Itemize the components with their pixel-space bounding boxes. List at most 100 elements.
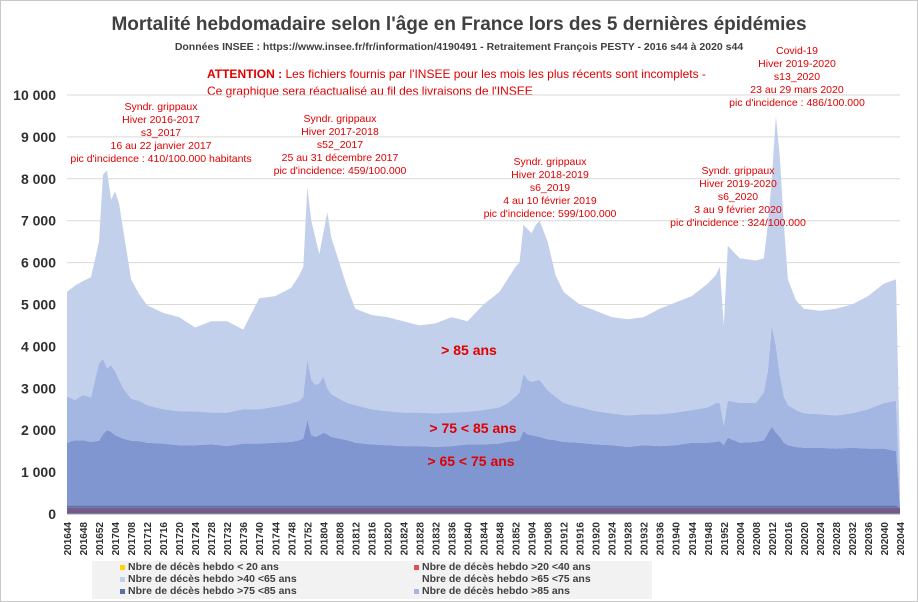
x-tick-label: 201736 — [239, 522, 250, 556]
legend-item-75-85: Nbre de décès hebdo >75 <85 ans — [128, 585, 297, 597]
y-tick-label: 2 000 — [21, 422, 56, 438]
x-tick-label: 201836 — [448, 522, 459, 556]
annotation-covid-2019-2020: Hiver 2019-2020 — [758, 58, 836, 70]
legend-item-lt20: Nbre de décès hebdo < 20 ans — [128, 561, 279, 573]
band-label-gt85: > 85 ans — [441, 342, 497, 358]
x-tick-label: 202024 — [816, 522, 827, 556]
series-area-75-85 — [67, 325, 900, 508]
y-tick-label: 8 000 — [21, 171, 56, 187]
x-tick-label: 201916 — [576, 522, 587, 556]
annotation-flu-2016-2017: s3_2017 — [141, 127, 181, 139]
legend-item-20-40: Nbre de décès hebdo >20 <40 ans — [422, 561, 591, 573]
annotation-covid-2019-2020: pic d'incidence : 486/100.000 — [729, 97, 865, 109]
x-tick-label: 201824 — [399, 522, 410, 556]
chart-subtitle: Données INSEE : https://www.insee.fr/fr/… — [174, 41, 744, 53]
x-tick-label: 201844 — [480, 522, 491, 556]
warning-label: ATTENTION : — [207, 67, 283, 81]
band-label-65-75: > 65 < 75 ans — [427, 453, 514, 469]
x-tick-label: 202028 — [832, 522, 843, 556]
y-tick-label: 9 000 — [21, 129, 56, 145]
annotation-flu-2018-2019: s6_2019 — [530, 182, 570, 194]
x-tick-label: 201832 — [431, 522, 442, 556]
annotation-flu-2016-2017: Hiver 2016-2017 — [122, 114, 200, 126]
y-tick-label: 4 000 — [21, 338, 56, 354]
x-tick-label: 201828 — [415, 522, 426, 556]
x-tick-label: 201752 — [303, 522, 314, 556]
x-tick-label: 201708 — [127, 522, 138, 556]
x-tick-label: 202016 — [784, 522, 795, 556]
legend-swatch-lt20 — [120, 565, 125, 570]
x-tick-label: 201724 — [191, 522, 202, 556]
y-tick-label: 10 000 — [13, 87, 56, 103]
annotation-flu-2018-2019: Syndr. grippaux — [514, 156, 588, 168]
legend-swatch-40-65 — [120, 577, 125, 582]
legend-swatch-gt85 — [414, 589, 419, 594]
x-tick-label: 201936 — [656, 522, 667, 556]
x-tick-label: 201924 — [608, 522, 619, 556]
x-tick-label: 201852 — [512, 522, 523, 556]
annotation-covid-2019-2020: Covid-19 — [776, 45, 818, 57]
x-tick-label: 202044 — [896, 522, 907, 556]
x-tick-label: 201908 — [544, 522, 555, 556]
x-tick-label: 201720 — [175, 522, 186, 556]
x-tick-label: 201904 — [528, 522, 539, 556]
x-tick-label: 201812 — [351, 522, 362, 556]
band-label-75-85: > 75 < 85 ans — [429, 420, 516, 436]
x-tick-label: 201932 — [640, 522, 651, 556]
annotation-flu-2017-2018: 25 au 31 décembre 2017 — [282, 152, 399, 164]
x-tick-label: 201928 — [624, 522, 635, 556]
x-tick-label: 202012 — [768, 522, 779, 556]
x-tick-label: 201744 — [271, 522, 282, 556]
x-tick-label: 201728 — [207, 522, 218, 556]
x-tick-label: 201944 — [688, 522, 699, 556]
chart-title: Mortalité hebdomadaire selon l'âge en Fr… — [111, 14, 807, 35]
y-tick-label: 6 000 — [21, 255, 56, 271]
annotation-flu-2019-2020: pic d'incidence : 324/100.000 — [670, 217, 806, 229]
annotation-flu-2019-2020: s6_2020 — [718, 191, 758, 203]
legend-swatch-20-40 — [414, 565, 419, 570]
x-tick-label: 202040 — [880, 522, 891, 556]
annotation-flu-2018-2019: Hiver 2018-2019 — [511, 169, 589, 181]
x-tick-label: 201716 — [159, 522, 170, 556]
x-tick-label: 202036 — [864, 522, 875, 556]
annotation-flu-2017-2018: pic d'incidence: 459/100.000 — [274, 165, 407, 177]
x-tick-label: 201920 — [592, 522, 603, 556]
annotation-flu-2019-2020: Hiver 2019-2020 — [699, 178, 777, 190]
legend-swatch-75-85 — [120, 589, 125, 594]
annotation-covid-2019-2020: 23 au 29 mars 2020 — [750, 84, 844, 96]
x-tick-label: 201948 — [704, 522, 715, 556]
x-tick-label: 201940 — [672, 522, 683, 556]
x-tick-label: 202020 — [800, 522, 811, 556]
series-area-gt85 — [67, 116, 900, 506]
annotation-flu-2016-2017: 16 au 22 janvier 2017 — [111, 140, 212, 152]
x-tick-label: 201848 — [496, 522, 507, 556]
x-tick-label: 201704 — [111, 522, 122, 556]
x-tick-label: 201952 — [720, 522, 731, 556]
annotation-covid-2019-2020: s13_2020 — [774, 71, 820, 83]
y-tick-label: 5 000 — [21, 297, 56, 313]
annotation-flu-2018-2019: 4 au 10 février 2019 — [503, 195, 597, 207]
annotation-flu-2017-2018: Syndr. grippaux — [304, 113, 378, 125]
x-tick-label: 201840 — [464, 522, 475, 556]
annotation-flu-2016-2017: pic d'incidence : 410/100.000 habitants — [70, 153, 251, 165]
series-area-20-40 — [67, 507, 900, 512]
y-tick-label: 3 000 — [21, 380, 56, 396]
x-tick-label: 201732 — [223, 522, 234, 556]
annotation-flu-2019-2020: Syndr. grippaux — [702, 165, 776, 177]
annotation-flu-2018-2019: pic d'incidence: 599/100.000 — [484, 208, 617, 220]
x-tick-label: 201912 — [560, 522, 571, 556]
legend-item-gt85: Nbre de décès hebdo >85 ans — [422, 585, 570, 597]
x-tick-label: 201648 — [79, 522, 90, 556]
chart-legend: Nbre de décès hebdo < 20 ans Nbre de décè… — [92, 561, 652, 599]
series-area-40-65 — [67, 505, 900, 508]
legend-item-40-65: Nbre de décès hebdo >40 <65 ans — [128, 573, 297, 585]
y-tick-label: 0 — [48, 506, 56, 522]
warning-text-line1: Les fichiers fournis par l'INSEE pour le… — [282, 67, 706, 81]
y-tick-label: 7 000 — [21, 213, 56, 229]
annotation-flu-2016-2017: Syndr. grippaux — [125, 101, 199, 113]
series-area-lt20 — [67, 511, 900, 514]
y-tick-label: 1 000 — [21, 464, 56, 480]
x-tick-label: 201820 — [383, 522, 394, 556]
x-tick-label: 202004 — [736, 522, 747, 556]
